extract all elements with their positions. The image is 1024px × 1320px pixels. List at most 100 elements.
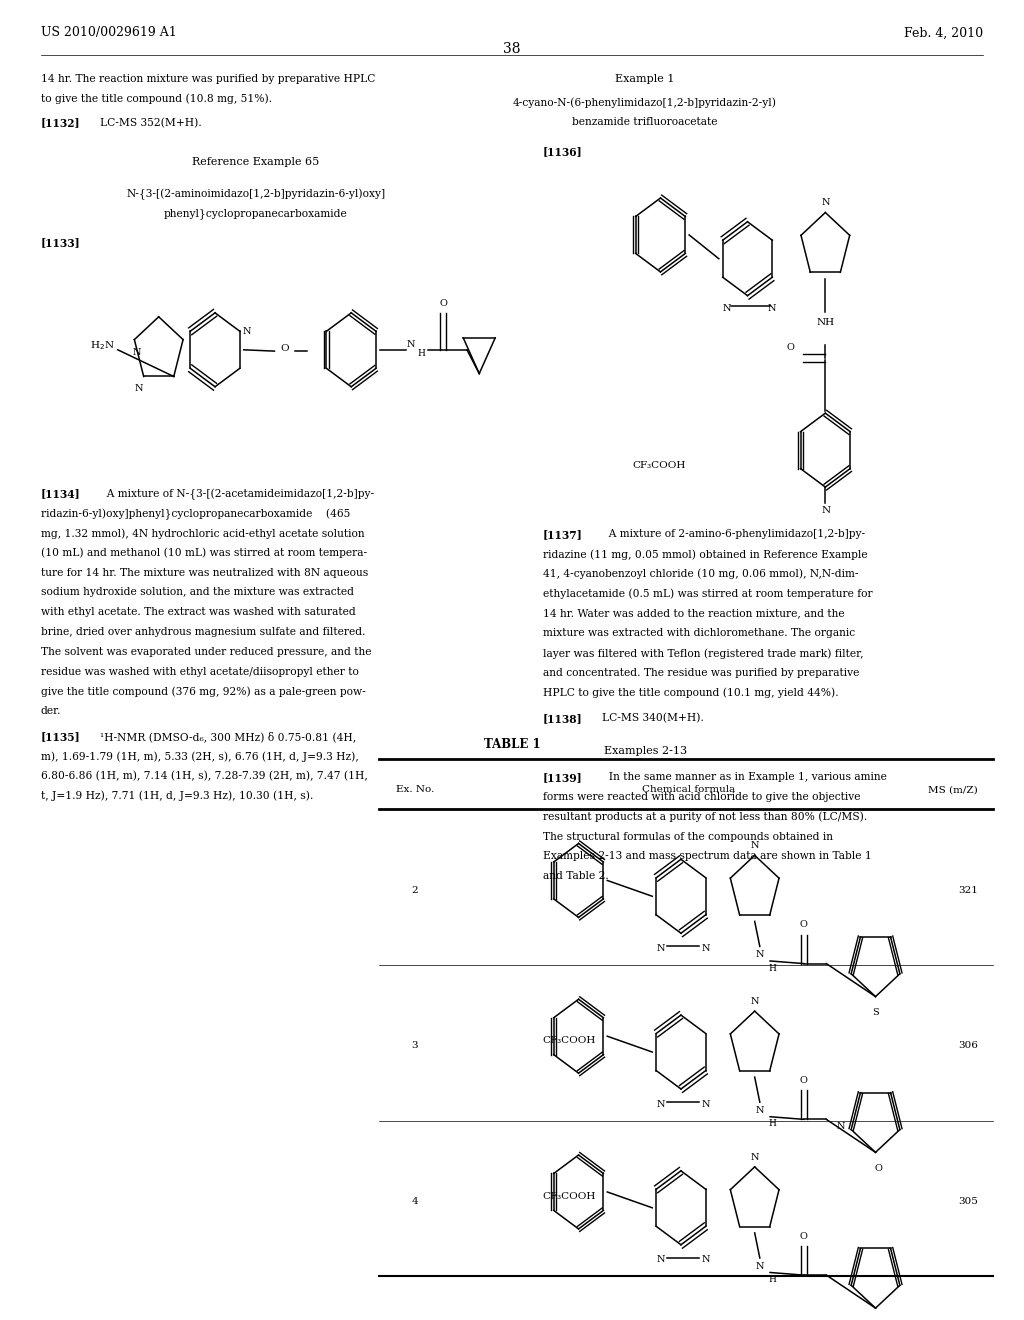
Text: Ex. No.: Ex. No.	[395, 785, 434, 795]
Text: N: N	[756, 950, 764, 960]
Text: [1134]: [1134]	[41, 488, 81, 499]
Text: [1137]: [1137]	[543, 529, 583, 540]
Text: 4-cyano-N-(6-phenylimidazo[1,2-b]pyridazin-2-yl): 4-cyano-N-(6-phenylimidazo[1,2-b]pyridaz…	[513, 98, 777, 108]
Text: mg, 1.32 mmol), 4N hydrochloric acid-ethyl acetate solution: mg, 1.32 mmol), 4N hydrochloric acid-eth…	[41, 528, 365, 539]
Text: brine, dried over anhydrous magnesium sulfate and filtered.: brine, dried over anhydrous magnesium su…	[41, 627, 366, 638]
Text: with ethyl acetate. The extract was washed with saturated: with ethyl acetate. The extract was wash…	[41, 607, 355, 618]
Text: US 2010/0029619 A1: US 2010/0029619 A1	[41, 26, 177, 40]
Text: CF₃COOH: CF₃COOH	[543, 1036, 596, 1045]
Text: mixture was extracted with dichloromethane. The organic: mixture was extracted with dichlorometha…	[543, 628, 855, 639]
Text: O: O	[786, 343, 795, 351]
Text: 2: 2	[412, 886, 418, 895]
Text: [1138]: [1138]	[543, 713, 583, 723]
Text: 14 hr. Water was added to the reaction mixture, and the: 14 hr. Water was added to the reaction m…	[543, 609, 845, 619]
Text: N: N	[243, 327, 252, 335]
Text: resultant products at a purity of not less than 80% (LC/MS).: resultant products at a purity of not le…	[543, 812, 867, 822]
Text: H: H	[768, 964, 776, 973]
Text: S: S	[872, 1008, 879, 1018]
Text: t, J=1.9 Hz), 7.71 (1H, d, J=9.3 Hz), 10.30 (1H, s).: t, J=1.9 Hz), 7.71 (1H, d, J=9.3 Hz), 10…	[41, 791, 313, 801]
Text: [1135]: [1135]	[41, 731, 81, 742]
Text: N-{3-[(2-aminoimidazo[1,2-b]pyridazin-6-yl)oxy]: N-{3-[(2-aminoimidazo[1,2-b]pyridazin-6-…	[126, 189, 386, 201]
Text: phenyl}cyclopropanecarboxamide: phenyl}cyclopropanecarboxamide	[164, 209, 348, 219]
Text: Example 1: Example 1	[615, 74, 675, 84]
Text: [1139]: [1139]	[543, 772, 583, 783]
Text: ridazin-6-yl)oxy]phenyl}cyclopropanecarboxamide    (465: ridazin-6-yl)oxy]phenyl}cyclopropanecarb…	[41, 508, 350, 520]
Text: H: H	[768, 1275, 776, 1284]
Text: ethylacetamide (0.5 mL) was stirred at room temperature for: ethylacetamide (0.5 mL) was stirred at r…	[543, 589, 872, 599]
Text: ¹H-NMR (DMSO-d₆, 300 MHz) δ 0.75-0.81 (4H,: ¹H-NMR (DMSO-d₆, 300 MHz) δ 0.75-0.81 (4…	[100, 731, 356, 742]
Text: O: O	[800, 920, 808, 929]
Text: A mixture of N-{3-[(2-acetamideimidazo[1,2-b]py-: A mixture of N-{3-[(2-acetamideimidazo[1…	[100, 488, 375, 500]
Text: TABLE 1: TABLE 1	[483, 738, 541, 751]
Text: N: N	[751, 997, 759, 1006]
Text: 321: 321	[958, 886, 978, 895]
Text: N: N	[837, 1122, 845, 1131]
Text: [1136]: [1136]	[543, 147, 583, 157]
Text: MS (m/Z): MS (m/Z)	[928, 785, 978, 795]
Text: 305: 305	[958, 1197, 978, 1206]
Text: N: N	[756, 1106, 764, 1115]
Text: and concentrated. The residue was purified by preparative: and concentrated. The residue was purifi…	[543, 668, 859, 678]
Text: O: O	[281, 345, 289, 352]
Text: LC-MS 340(M+H).: LC-MS 340(M+H).	[602, 713, 703, 723]
Text: Reference Example 65: Reference Example 65	[193, 157, 319, 168]
Text: [1132]: [1132]	[41, 117, 81, 128]
Text: H: H	[418, 350, 426, 358]
Text: N: N	[134, 384, 142, 393]
Text: Examples 2-13: Examples 2-13	[603, 746, 687, 756]
Text: NH: NH	[816, 318, 835, 327]
Text: [1133]: [1133]	[41, 238, 81, 248]
Text: ture for 14 hr. The mixture was neutralized with 8N aqueous: ture for 14 hr. The mixture was neutrali…	[41, 568, 369, 578]
Text: 38: 38	[503, 42, 521, 57]
Text: N: N	[701, 944, 710, 953]
Text: 3: 3	[412, 1041, 418, 1051]
Text: In the same manner as in Example 1, various amine: In the same manner as in Example 1, vari…	[602, 772, 887, 783]
Text: give the title compound (376 mg, 92%) as a pale-green pow-: give the title compound (376 mg, 92%) as…	[41, 686, 366, 697]
Text: N: N	[656, 1255, 665, 1265]
Text: N: N	[407, 341, 415, 348]
Text: 14 hr. The reaction mixture was purified by preparative HPLC: 14 hr. The reaction mixture was purified…	[41, 74, 376, 84]
Text: (10 mL) and methanol (10 mL) was stirred at room tempera-: (10 mL) and methanol (10 mL) was stirred…	[41, 548, 367, 558]
Text: benzamide trifluoroacetate: benzamide trifluoroacetate	[572, 117, 718, 128]
Text: layer was filtered with Teflon (registered trade mark) filter,: layer was filtered with Teflon (register…	[543, 648, 863, 659]
Text: H$_2$N: H$_2$N	[90, 339, 115, 352]
Text: The solvent was evaporated under reduced pressure, and the: The solvent was evaporated under reduced…	[41, 647, 372, 657]
Text: H: H	[768, 1119, 776, 1129]
Text: N: N	[723, 304, 731, 313]
Text: sodium hydroxide solution, and the mixture was extracted: sodium hydroxide solution, and the mixtu…	[41, 587, 354, 598]
Text: O: O	[874, 1164, 883, 1173]
Text: Examples 2-13 and mass spectrum data are shown in Table 1: Examples 2-13 and mass spectrum data are…	[543, 851, 871, 862]
Text: N: N	[751, 1152, 759, 1162]
Text: O: O	[439, 298, 447, 308]
Text: N: N	[768, 304, 776, 313]
Text: A mixture of 2-amino-6-phenylimidazo[1,2-b]py-: A mixture of 2-amino-6-phenylimidazo[1,2…	[602, 529, 865, 540]
Text: The structural formulas of the compounds obtained in: The structural formulas of the compounds…	[543, 832, 833, 842]
Text: and Table 2.: and Table 2.	[543, 871, 608, 882]
Text: forms were reacted with acid chloride to give the objective: forms were reacted with acid chloride to…	[543, 792, 860, 803]
Text: N: N	[656, 1100, 665, 1109]
Text: m), 1.69-1.79 (1H, m), 5.33 (2H, s), 6.76 (1H, d, J=9.3 Hz),: m), 1.69-1.79 (1H, m), 5.33 (2H, s), 6.7…	[41, 751, 358, 762]
Text: N: N	[132, 347, 140, 356]
Text: O: O	[800, 1232, 808, 1241]
Text: 6.80-6.86 (1H, m), 7.14 (1H, s), 7.28-7.39 (2H, m), 7.47 (1H,: 6.80-6.86 (1H, m), 7.14 (1H, s), 7.28-7.…	[41, 771, 368, 781]
Text: residue was washed with ethyl acetate/diisopropyl ether to: residue was washed with ethyl acetate/di…	[41, 667, 358, 677]
Text: N: N	[756, 1262, 764, 1271]
Text: Chemical formula: Chemical formula	[641, 785, 735, 795]
Text: N: N	[822, 506, 830, 515]
Text: N: N	[821, 198, 829, 207]
Text: CF₃COOH: CF₃COOH	[633, 461, 686, 470]
Text: 4: 4	[412, 1197, 418, 1206]
Text: N: N	[701, 1255, 710, 1265]
Text: N: N	[701, 1100, 710, 1109]
Text: 41, 4-cyanobenzoyl chloride (10 mg, 0.06 mmol), N,N-dim-: 41, 4-cyanobenzoyl chloride (10 mg, 0.06…	[543, 569, 858, 579]
Text: O: O	[800, 1076, 808, 1085]
Text: N: N	[656, 944, 665, 953]
Text: LC-MS 352(M+H).: LC-MS 352(M+H).	[100, 117, 202, 128]
Text: Feb. 4, 2010: Feb. 4, 2010	[904, 26, 983, 40]
Text: N: N	[751, 841, 759, 850]
Text: ridazine (11 mg, 0.05 mmol) obtained in Reference Example: ridazine (11 mg, 0.05 mmol) obtained in …	[543, 549, 867, 560]
Text: 306: 306	[958, 1041, 978, 1051]
Text: HPLC to give the title compound (10.1 mg, yield 44%).: HPLC to give the title compound (10.1 mg…	[543, 688, 839, 698]
Text: to give the title compound (10.8 mg, 51%).: to give the title compound (10.8 mg, 51%…	[41, 94, 272, 104]
Text: der.: der.	[41, 706, 61, 717]
